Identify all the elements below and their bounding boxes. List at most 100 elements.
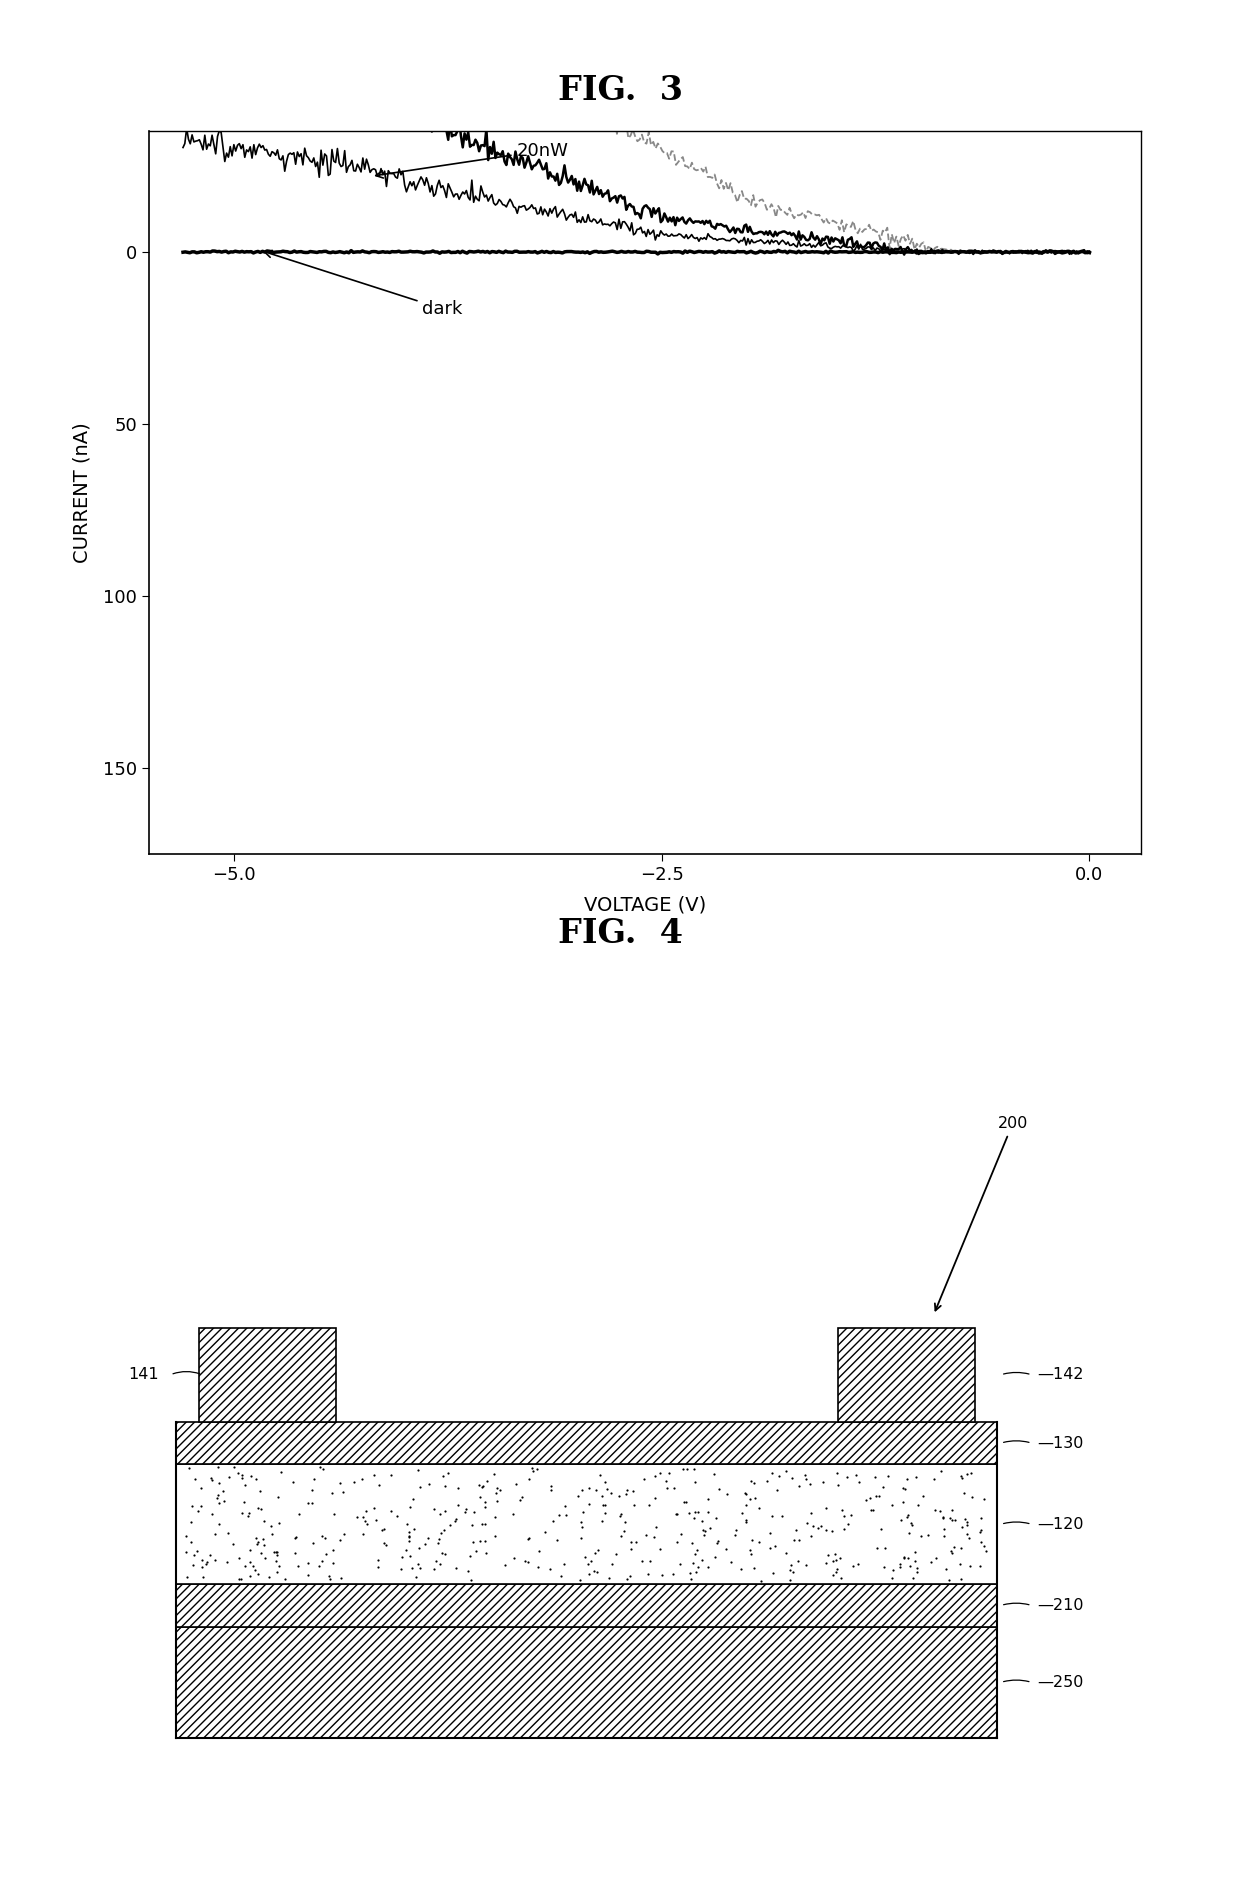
Point <box>823 1559 843 1589</box>
Point <box>458 1557 477 1587</box>
Point <box>527 1454 547 1484</box>
Point <box>954 1478 973 1508</box>
Point <box>831 1544 851 1574</box>
Point <box>595 1489 615 1519</box>
Point <box>905 1546 925 1576</box>
Point <box>246 1465 265 1495</box>
Point <box>469 1470 489 1501</box>
Point <box>826 1557 846 1587</box>
Point <box>205 1546 224 1576</box>
Point <box>366 1504 386 1534</box>
Point <box>688 1551 708 1581</box>
Point <box>427 1546 446 1576</box>
Point <box>893 1472 913 1502</box>
Point <box>430 1549 450 1579</box>
Point <box>957 1459 977 1489</box>
Point <box>745 1484 765 1514</box>
Point <box>241 1534 260 1564</box>
Point <box>760 1517 780 1547</box>
Point <box>733 1499 753 1529</box>
Point <box>283 1467 303 1497</box>
Point <box>523 1457 543 1487</box>
Point <box>192 1544 212 1574</box>
Point <box>913 1482 932 1512</box>
Point <box>610 1501 630 1531</box>
Point <box>250 1538 270 1568</box>
Point <box>761 1501 781 1531</box>
Point <box>971 1551 991 1581</box>
Point <box>381 1459 401 1489</box>
Point <box>951 1564 971 1594</box>
Point <box>392 1553 412 1583</box>
Point <box>185 1463 205 1493</box>
Point <box>238 1501 258 1531</box>
Point <box>899 1501 919 1531</box>
Point <box>621 1527 641 1557</box>
Point <box>310 1452 330 1482</box>
Point <box>971 1502 991 1532</box>
Point <box>403 1484 423 1514</box>
Point <box>676 1487 696 1517</box>
Point <box>616 1474 636 1504</box>
Point <box>849 1467 869 1497</box>
Point <box>269 1551 289 1581</box>
Point <box>727 1516 746 1546</box>
Point <box>234 1551 254 1581</box>
Point <box>952 1463 972 1493</box>
Point <box>353 1519 373 1549</box>
Point <box>843 1551 863 1581</box>
Point <box>471 1508 491 1538</box>
Point <box>976 1536 996 1566</box>
Point <box>826 1538 846 1568</box>
Point <box>841 1501 861 1531</box>
Bar <box>176 1422 997 1465</box>
Point <box>801 1499 821 1529</box>
Point <box>528 1551 548 1581</box>
Point <box>587 1476 606 1506</box>
Point <box>387 1501 407 1531</box>
Point <box>260 1512 280 1542</box>
Point <box>945 1532 965 1562</box>
Point <box>906 1553 926 1583</box>
Point <box>316 1540 336 1570</box>
Point <box>636 1519 656 1549</box>
Point <box>615 1506 635 1536</box>
Point <box>578 1549 598 1579</box>
Point <box>435 1538 455 1568</box>
Point <box>740 1467 760 1497</box>
Point <box>657 1474 677 1504</box>
Point <box>445 1506 465 1536</box>
Point <box>463 1527 482 1557</box>
Point <box>475 1525 495 1555</box>
Point <box>784 1525 804 1555</box>
Point <box>894 1544 914 1574</box>
Point <box>634 1465 653 1495</box>
Point <box>541 1474 560 1504</box>
Point <box>596 1474 616 1504</box>
Point <box>611 1521 631 1551</box>
Point <box>780 1555 800 1585</box>
Point <box>347 1502 367 1532</box>
Point <box>684 1454 704 1484</box>
Point <box>554 1549 574 1579</box>
Point <box>207 1482 227 1512</box>
Point <box>304 1463 324 1493</box>
Point <box>796 1463 816 1493</box>
Point <box>470 1525 490 1555</box>
Point <box>683 1502 703 1532</box>
Point <box>588 1534 608 1564</box>
Point <box>626 1527 646 1557</box>
Point <box>591 1482 611 1512</box>
Point <box>941 1536 961 1566</box>
Point <box>828 1470 848 1501</box>
Point <box>883 1555 903 1585</box>
Point <box>663 1474 683 1504</box>
Point <box>176 1538 196 1568</box>
Point <box>352 1465 372 1495</box>
Point <box>905 1536 925 1566</box>
Point <box>800 1469 820 1499</box>
Point <box>312 1546 332 1576</box>
Point <box>737 1489 756 1519</box>
Point <box>890 1504 910 1534</box>
Point <box>549 1501 569 1531</box>
